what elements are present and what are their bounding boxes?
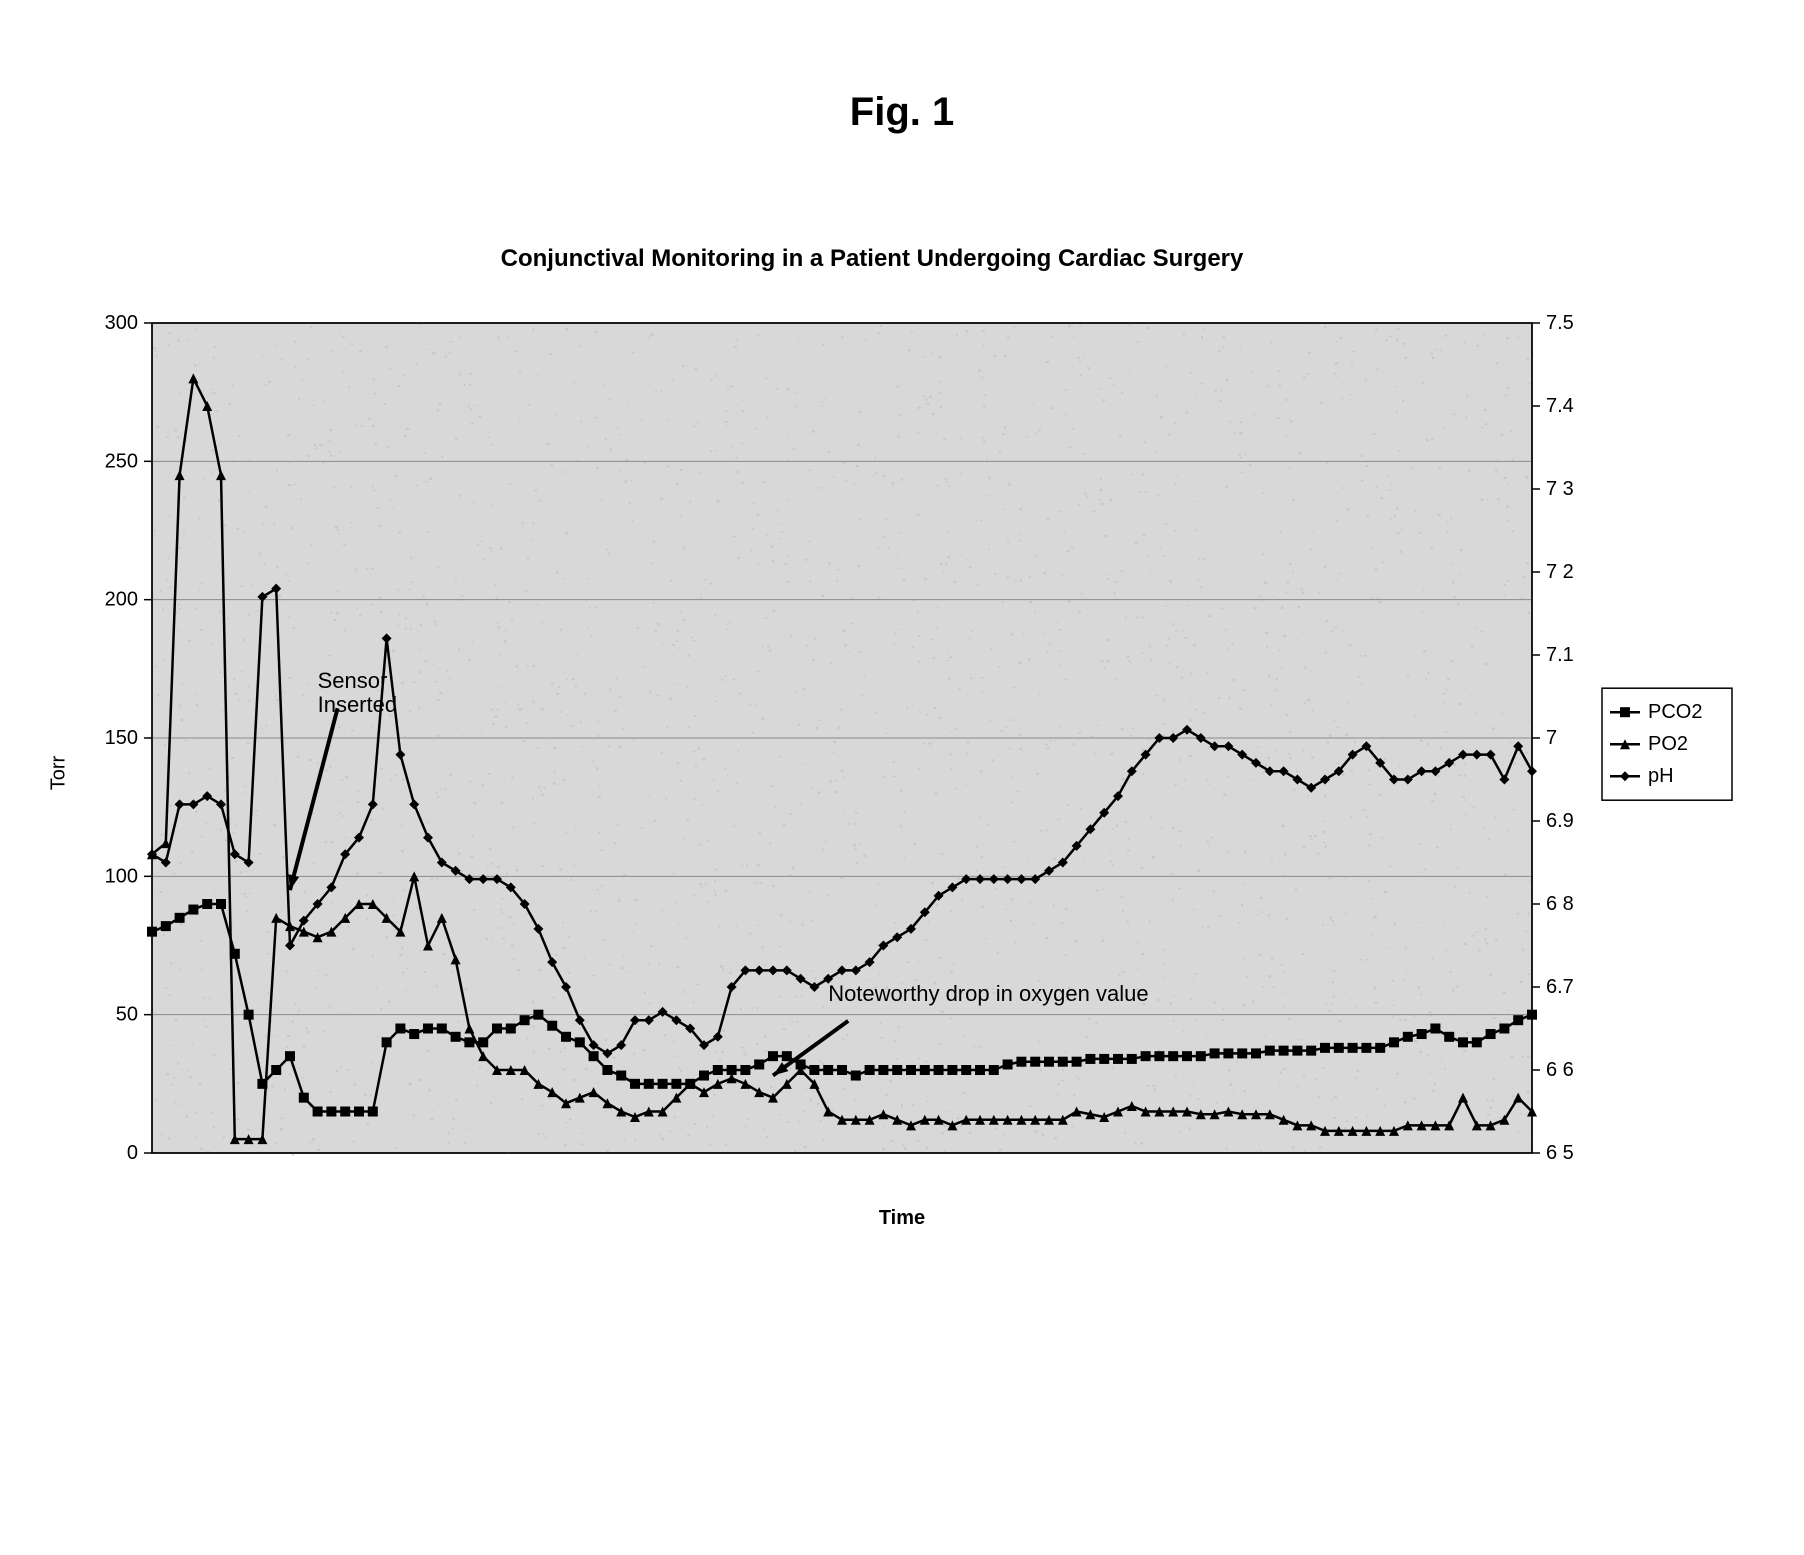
svg-text:250: 250	[105, 450, 138, 472]
svg-text:7.1: 7.1	[1546, 644, 1574, 666]
svg-text:Inserted: Inserted	[318, 692, 398, 717]
svg-text:50: 50	[116, 1004, 138, 1026]
svg-text:0: 0	[127, 1142, 138, 1164]
svg-text:6 8: 6 8	[1546, 893, 1574, 915]
svg-text:PO2: PO2	[1648, 733, 1688, 755]
x-axis-label: Time	[62, 1207, 1742, 1230]
svg-text:6.7: 6.7	[1546, 976, 1574, 998]
svg-text:100: 100	[105, 865, 138, 887]
svg-text:300: 300	[105, 313, 138, 334]
svg-text:7 3: 7 3	[1546, 478, 1574, 500]
svg-text:200: 200	[105, 589, 138, 611]
chart-container: Torr 0501001502002503006 56 66.76 86.977…	[62, 313, 1742, 1233]
svg-text:PCO2: PCO2	[1648, 701, 1702, 723]
svg-text:7 2: 7 2	[1546, 561, 1574, 583]
svg-text:pH: pH	[1648, 765, 1674, 787]
svg-text:6.9: 6.9	[1546, 810, 1574, 832]
svg-text:Noteworthy drop in oxygen valu: Noteworthy drop in oxygen value	[828, 981, 1148, 1006]
chart-title: Conjunctival Monitoring in a Patient Und…	[0, 245, 1744, 273]
svg-text:Sensor: Sensor	[318, 668, 388, 693]
svg-text:7.4: 7.4	[1546, 395, 1574, 417]
svg-text:7.5: 7.5	[1546, 313, 1574, 334]
chart-svg: 0 50 100 150 200 250 300 6 5 6 6 6.7 6 8 6.9 7 7.1 7 2…	[62, 313, 1742, 1193]
y-axis-left-label: Torr	[48, 756, 71, 790]
legend: PCO2 PO2 pH	[1602, 688, 1732, 800]
svg-text:6 5: 6 5	[1546, 1142, 1574, 1164]
svg-text:7: 7	[1546, 727, 1557, 749]
svg-text:6 6: 6 6	[1546, 1059, 1574, 1081]
svg-text:150: 150	[105, 727, 138, 749]
figure-label: Fig. 1	[60, 90, 1744, 135]
